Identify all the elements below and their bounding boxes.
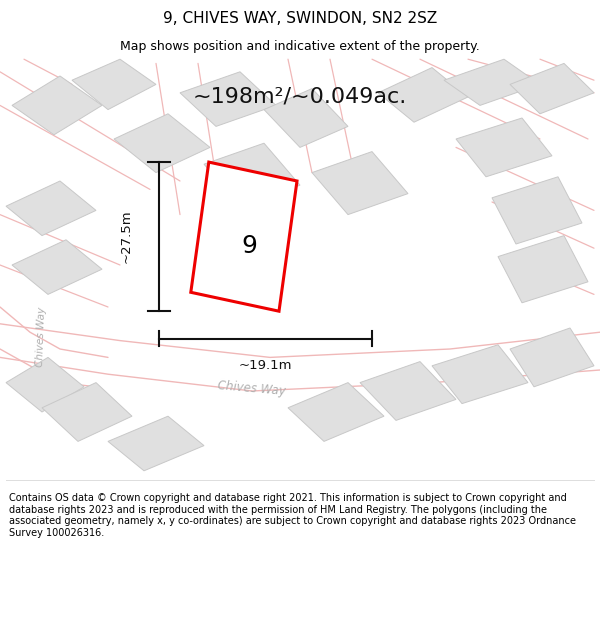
Polygon shape (360, 362, 456, 421)
Text: ~198m²/~0.049ac.: ~198m²/~0.049ac. (193, 87, 407, 107)
Text: ~27.5m: ~27.5m (119, 210, 133, 264)
Polygon shape (456, 118, 552, 177)
Polygon shape (498, 236, 588, 302)
Polygon shape (204, 143, 300, 206)
Polygon shape (510, 328, 594, 387)
Polygon shape (12, 76, 102, 135)
Polygon shape (12, 240, 102, 294)
Polygon shape (6, 357, 84, 412)
Text: Map shows position and indicative extent of the property.: Map shows position and indicative extent… (120, 39, 480, 52)
Text: Contains OS data © Crown copyright and database right 2021. This information is : Contains OS data © Crown copyright and d… (9, 493, 576, 538)
Polygon shape (6, 181, 96, 236)
Polygon shape (114, 114, 210, 172)
Polygon shape (312, 152, 408, 214)
Text: Chives Way: Chives Way (35, 306, 47, 366)
Polygon shape (432, 345, 528, 404)
Polygon shape (108, 416, 204, 471)
Polygon shape (510, 63, 594, 114)
Polygon shape (378, 68, 468, 122)
Polygon shape (42, 382, 132, 441)
Polygon shape (288, 382, 384, 441)
Polygon shape (264, 89, 348, 148)
Polygon shape (492, 177, 582, 244)
Polygon shape (444, 59, 540, 106)
Text: 9: 9 (241, 234, 257, 258)
Polygon shape (180, 72, 276, 126)
Text: Chives Way: Chives Way (217, 379, 287, 398)
Text: ~19.1m: ~19.1m (239, 359, 292, 372)
Text: 9, CHIVES WAY, SWINDON, SN2 2SZ: 9, CHIVES WAY, SWINDON, SN2 2SZ (163, 11, 437, 26)
Polygon shape (191, 162, 297, 311)
Polygon shape (72, 59, 156, 109)
